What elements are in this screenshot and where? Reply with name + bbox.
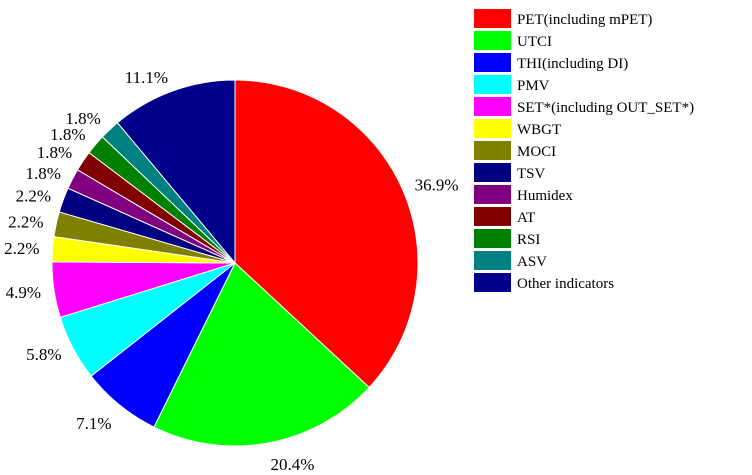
legend-swatch-pet-including-mpet — [474, 9, 511, 28]
slice-label-humidex: 1.8% — [25, 164, 60, 183]
legend-swatch-tsv — [474, 163, 511, 182]
legend-label-asv: ASV — [517, 254, 547, 270]
legend-label-moci: MOCI — [517, 144, 556, 160]
legend-swatch-utci — [474, 31, 511, 50]
legend-label-thi-including-di: THI(including DI) — [517, 56, 628, 72]
legend-label-wbgt: WBGT — [517, 122, 561, 138]
slice-label-utci: 20.4% — [271, 455, 315, 474]
legend-swatch-humidex — [474, 185, 511, 204]
legend-label-pet-including-mpet: PET(including mPET) — [517, 12, 652, 28]
legend-label-utci: UTCI — [517, 34, 552, 50]
slice-label-tsv: 2.2% — [16, 186, 51, 205]
legend-swatch-pmv — [474, 75, 511, 94]
legend-swatch-thi-including-di — [474, 53, 511, 72]
legend: PET(including mPET) UTCI THI(including DI)… — [474, 9, 694, 292]
slice-label-wbgt: 2.2% — [4, 239, 39, 258]
slice-label-moci: 2.2% — [8, 212, 43, 231]
legend-label-tsv: TSV — [517, 166, 546, 182]
pie-slice-labels: 36.9%20.4%7.1%5.8%4.9%2.2%2.2%2.2%1.8%1.… — [4, 68, 458, 474]
pie-slice-other-indicators — [116, 79, 236, 265]
slice-label-other-indicators: 11.1% — [125, 68, 168, 87]
slice-label-asv: 1.8% — [65, 109, 100, 128]
legend-label-rsi: RSI — [517, 232, 540, 248]
legend-swatch-moci — [474, 141, 511, 160]
legend-swatch-asv — [474, 251, 511, 270]
pie-slice-pet-including-mpet — [234, 79, 419, 389]
legend-label-other-indicators: Other indicators — [517, 276, 614, 292]
slice-label-thi-including-di: 7.1% — [76, 414, 111, 433]
slice-label-pmv: 5.8% — [26, 345, 61, 364]
pie-slice-utci — [153, 262, 370, 447]
slice-label-at: 1.8% — [37, 143, 72, 162]
legend-swatch-wbgt — [474, 119, 511, 138]
legend-swatch-rsi — [474, 229, 511, 248]
legend-swatch-at — [474, 207, 511, 226]
legend-label-humidex: Humidex — [517, 188, 573, 204]
slice-label-pet-including-mpet: 36.9% — [415, 176, 459, 195]
slice-label-set-including-out-set: 4.9% — [6, 283, 41, 302]
legend-label-at: AT — [517, 210, 535, 226]
legend-swatch-set-including-out-set — [474, 97, 511, 116]
slice-label-rsi: 1.8% — [50, 125, 85, 144]
pie-slices — [51, 79, 419, 447]
legend-label-pmv: PMV — [517, 78, 550, 94]
legend-swatch-other-indicators — [474, 273, 511, 292]
legend-label-set-including-out-set: SET*(including OUT_SET*) — [517, 100, 694, 116]
